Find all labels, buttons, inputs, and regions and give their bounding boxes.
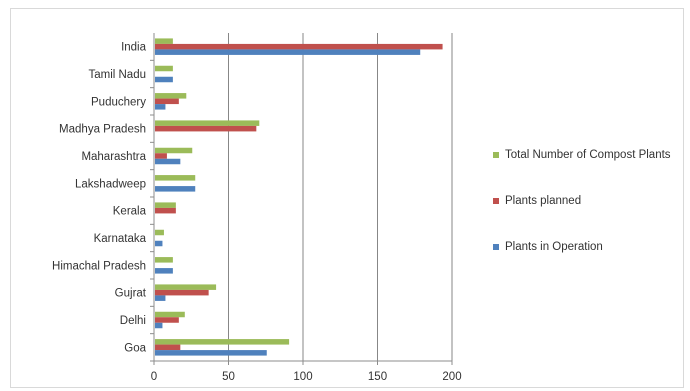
x-tick-label-50: 50: [222, 371, 235, 383]
category-label: Tamil Nadu: [88, 69, 146, 81]
bar-planned: [155, 317, 179, 323]
bar-operation: [155, 350, 267, 356]
bar-total: [155, 93, 187, 99]
category-label: Puduchery: [91, 96, 146, 108]
bar-planned: [155, 289, 209, 296]
bar-operation: [155, 322, 163, 329]
bar-total: [155, 339, 290, 345]
bar-total: [155, 229, 164, 236]
legend-label-total: Total Number of Compost Plants: [505, 149, 671, 161]
category-label: Maharashtra: [81, 151, 146, 163]
bar-operation: [155, 49, 421, 55]
bar-total: [155, 38, 173, 44]
legend-label-planned: Plants planned: [505, 195, 582, 207]
category-label: Madhya Pradesh: [59, 124, 146, 136]
category-label: Delhi: [120, 315, 146, 327]
bar-operation: [155, 268, 173, 274]
bar-operation: [155, 76, 173, 83]
bar-total: [155, 175, 196, 181]
x-tick-label-100: 100: [293, 371, 312, 383]
x-tick-label-150: 150: [368, 371, 387, 383]
category-label: Gujrat: [115, 288, 147, 300]
bar-planned: [155, 207, 176, 214]
bar-planned: [155, 125, 257, 132]
bar-planned: [155, 153, 167, 159]
chart-legend: Total Number of Compost Plants Plants pl…: [493, 147, 690, 285]
category-label: Kerala: [113, 206, 147, 218]
category-label: Lakshadweep: [75, 178, 146, 190]
legend-item-planned: Plants planned: [493, 193, 690, 209]
bar-total: [155, 202, 176, 208]
x-tick-label-0: 0: [151, 371, 157, 383]
bar-total: [155, 284, 217, 290]
bar-total: [155, 147, 193, 154]
bar-operation: [155, 186, 196, 192]
bar-operation: [155, 158, 181, 165]
category-label: Himachal Pradesh: [52, 260, 146, 272]
category-label: Karnataka: [94, 233, 147, 245]
bar-operation: [155, 240, 163, 247]
bar-planned: [155, 98, 179, 105]
chart-plot: 0 50 100 150 200 India Tamil Nadu Puduchery Madh…: [52, 33, 462, 383]
legend-item-total: Total Number of Compost Plants: [493, 147, 690, 163]
legend-swatch-total: [493, 152, 499, 158]
bar-planned: [155, 43, 443, 50]
legend-label-operation: Plants in Operation: [505, 241, 603, 253]
legend-swatch-planned: [493, 198, 499, 204]
bar-operation: [155, 104, 166, 110]
legend-swatch-operation: [493, 244, 499, 250]
bar-total: [155, 120, 260, 126]
bar-total: [155, 65, 173, 72]
bar-total: [155, 257, 173, 263]
bar-total: [155, 311, 185, 318]
legend-item-operation: Plants in Operation: [493, 239, 690, 255]
category-label: India: [121, 42, 147, 54]
category-label: Goa: [124, 342, 146, 354]
x-tick-label-200: 200: [442, 371, 461, 383]
bar-planned: [155, 344, 181, 351]
bar-operation: [155, 295, 166, 301]
chart-frame: 0 50 100 150 200 India Tamil Nadu Puduchery Madh…: [10, 8, 684, 388]
